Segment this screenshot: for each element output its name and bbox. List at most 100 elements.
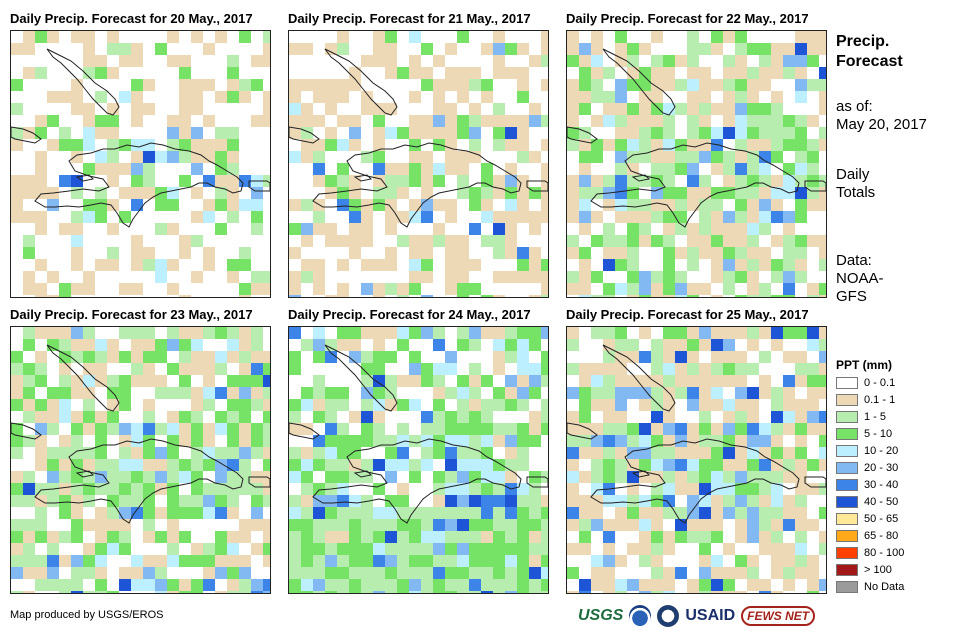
- precip-cell: [807, 387, 819, 399]
- precip-cell: [567, 187, 579, 199]
- precip-cell: [603, 91, 615, 103]
- precip-cell: [385, 555, 397, 567]
- precip-cell: [409, 531, 421, 543]
- precip-cell: [23, 375, 35, 387]
- precip-cell: [603, 447, 615, 459]
- precip-cell: [603, 471, 615, 483]
- precip-cell: [191, 151, 203, 163]
- precip-cell: [675, 435, 687, 447]
- precip-map[interactable]: [288, 30, 549, 298]
- precip-map[interactable]: [10, 30, 271, 298]
- precip-cell: [23, 387, 35, 399]
- precip-cell: [421, 579, 433, 591]
- precip-cell: [567, 483, 579, 495]
- precip-cell: [131, 351, 143, 363]
- precip-cell: [71, 351, 83, 363]
- precip-cell: [819, 339, 826, 351]
- precip-cell: [591, 91, 603, 103]
- precip-cell: [675, 459, 687, 471]
- precip-cell: [191, 555, 203, 567]
- precip-cell: [251, 363, 263, 375]
- precip-cell: [711, 495, 723, 507]
- precip-cell: [505, 579, 517, 591]
- precip-cell: [35, 151, 47, 163]
- precip-cell: [783, 471, 795, 483]
- legend-label: 50 - 65: [864, 512, 899, 525]
- precip-cell: [325, 103, 337, 115]
- precip-cell: [735, 139, 747, 151]
- precip-cell: [457, 295, 469, 297]
- precip-cell: [385, 543, 397, 555]
- precip-cell: [421, 271, 433, 283]
- legend-item: 0 - 0.1: [836, 374, 966, 391]
- precip-cell: [529, 435, 541, 447]
- precip-cells: [567, 327, 826, 593]
- precip-cell: [591, 555, 603, 567]
- precip-cell: [567, 327, 579, 339]
- precip-cell: [795, 199, 807, 211]
- precip-cell: [567, 55, 579, 67]
- precip-cell: [143, 423, 155, 435]
- precip-cell: [627, 271, 639, 283]
- precip-cell: [493, 295, 505, 297]
- precip-cell: [263, 43, 270, 55]
- precip-map[interactable]: [288, 326, 549, 594]
- precip-cell: [289, 283, 301, 295]
- precip-cell: [131, 447, 143, 459]
- precip-cell: [433, 387, 445, 399]
- precip-map[interactable]: [566, 326, 827, 594]
- precip-cell: [807, 55, 819, 67]
- precip-cell: [95, 127, 107, 139]
- precip-cell: [517, 151, 529, 163]
- precip-cell: [591, 43, 603, 55]
- precip-cell: [191, 483, 203, 495]
- precip-cell: [167, 327, 179, 339]
- precip-cell: [71, 235, 83, 247]
- precip-cell: [517, 423, 529, 435]
- legend-swatch: [836, 444, 858, 457]
- precip-cell: [337, 555, 349, 567]
- precip-cell: [651, 411, 663, 423]
- precip-cell: [699, 283, 711, 295]
- precip-cell: [227, 495, 239, 507]
- precip-cell: [747, 567, 759, 579]
- precip-cell: [591, 435, 603, 447]
- precip-cell: [23, 175, 35, 187]
- legend-item: > 100: [836, 561, 966, 578]
- precip-cell: [807, 375, 819, 387]
- precip-cell: [167, 447, 179, 459]
- precip-map[interactable]: [10, 326, 271, 594]
- precip-cell: [747, 483, 759, 495]
- precip-cell: [143, 151, 155, 163]
- precip-cell: [23, 43, 35, 55]
- precip-cell: [493, 175, 505, 187]
- precip-cell: [337, 423, 349, 435]
- precip-cell: [337, 139, 349, 151]
- precip-cell: [759, 259, 771, 271]
- precip-cell: [409, 139, 421, 151]
- precip-cell: [263, 519, 270, 531]
- precip-cell: [313, 223, 325, 235]
- precip-cell: [409, 363, 421, 375]
- precip-cell: [493, 387, 505, 399]
- precip-cell: [493, 31, 505, 43]
- precip-cell: [191, 211, 203, 223]
- precip-cell: [627, 223, 639, 235]
- precip-cell: [289, 91, 301, 103]
- precip-cell: [361, 543, 373, 555]
- precip-cell: [579, 187, 591, 199]
- precip-cell: [651, 555, 663, 567]
- precip-cell: [579, 543, 591, 555]
- precip-cell: [723, 187, 735, 199]
- precip-cell: [627, 471, 639, 483]
- precip-cell: [35, 115, 47, 127]
- precip-cell: [541, 531, 548, 543]
- precip-map[interactable]: [566, 30, 827, 298]
- precip-cell: [227, 543, 239, 555]
- precip-cell: [699, 139, 711, 151]
- precip-cell: [579, 531, 591, 543]
- precip-cell: [663, 115, 675, 127]
- precip-cell: [143, 259, 155, 271]
- precip-cell: [325, 235, 337, 247]
- precip-cell: [529, 495, 541, 507]
